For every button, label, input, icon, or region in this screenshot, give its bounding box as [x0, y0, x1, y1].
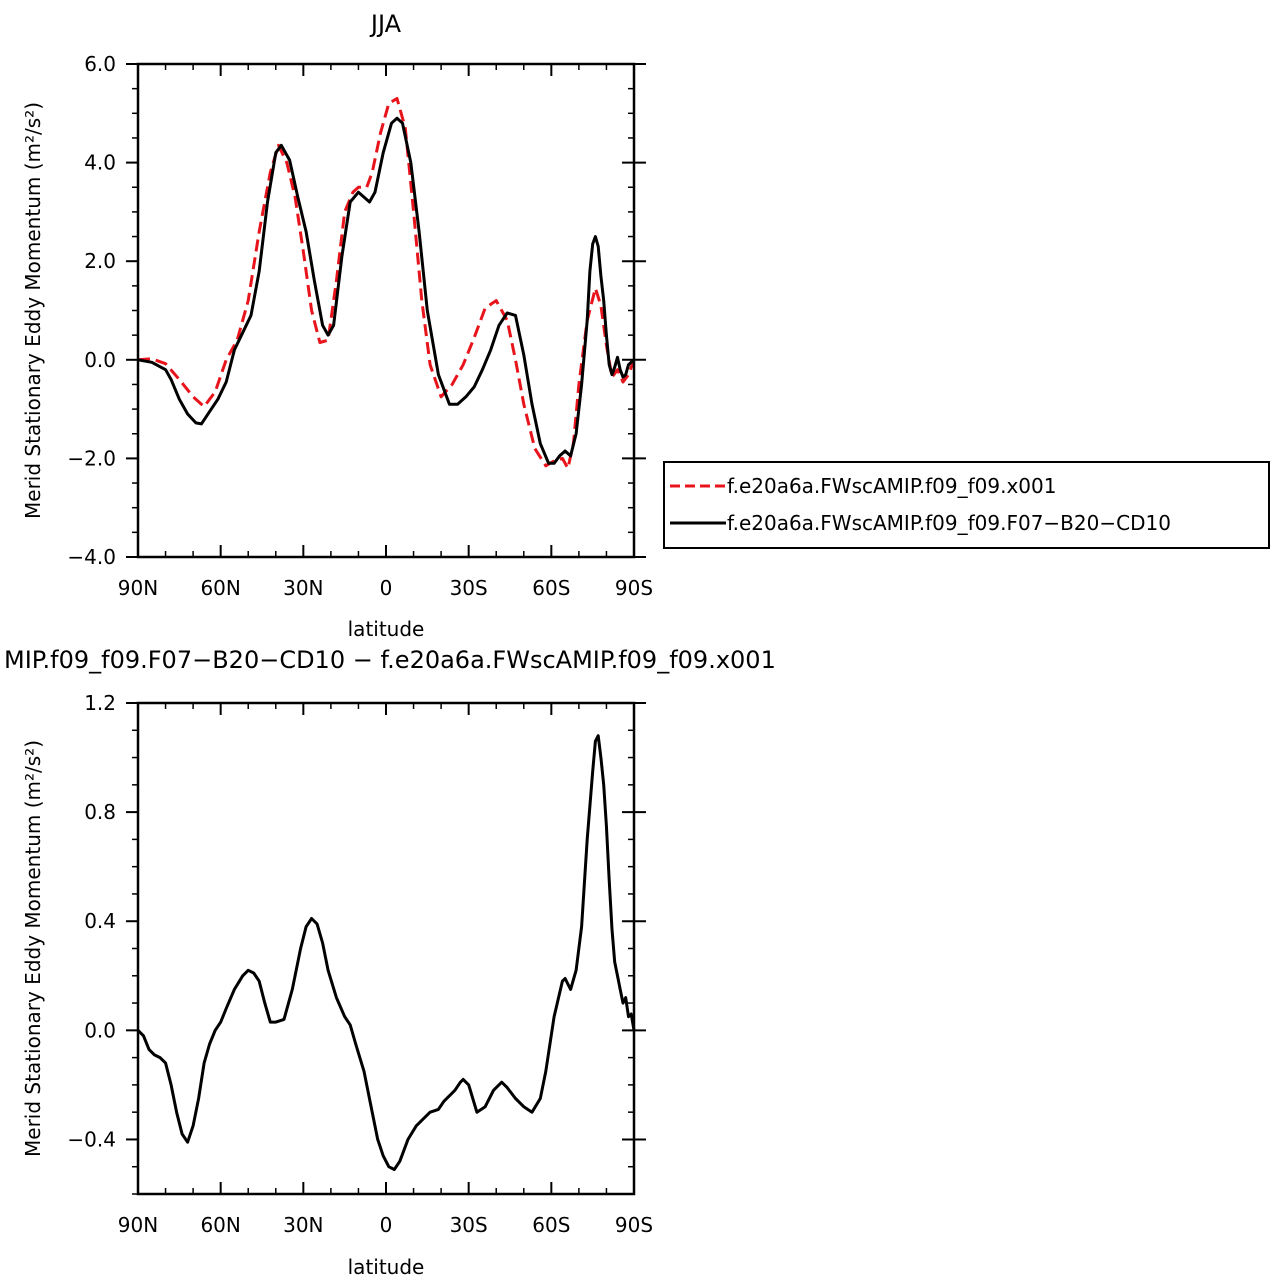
- y-tick-label: −0.4: [67, 1127, 116, 1151]
- x-tick-label: 90N: [118, 576, 158, 600]
- x-tick-label: 30S: [450, 576, 488, 600]
- x-tick-label: 60N: [200, 576, 240, 600]
- legend-label-x001: f.e20a6a.FWscAMIP.f09_f09.x001: [727, 474, 1056, 498]
- y-tick-label: 1.2: [84, 691, 116, 715]
- y-tick-label: 0.0: [84, 348, 116, 372]
- bottom-panel-frame: [136, 701, 636, 1196]
- bottom-panel: MIP.f09_f09.F07−B20−CD10 − f.e20a6a.FWsc…: [4, 646, 776, 1279]
- series-line-0: [136, 734, 636, 1171]
- bottom-panel-series: [136, 734, 636, 1171]
- bottom-panel-x-axis-title: latitude: [348, 1255, 425, 1279]
- y-tick-label: 0.0: [84, 1018, 116, 1042]
- x-tick-label: 0: [380, 1213, 393, 1237]
- x-tick-label: 60S: [532, 576, 570, 600]
- legend: f.e20a6a.FWscAMIP.f09_f09.x001 f.e20a6a.…: [663, 461, 1270, 549]
- x-tick-label: 30N: [283, 1213, 323, 1237]
- x-tick-label: 90S: [615, 1213, 653, 1237]
- top-panel-title: JJA: [369, 10, 402, 38]
- bottom-panel-ticks: 90N 60N 30N 0 30S 60S 90S 1.2 0.8 0.4 0.0 −0.4: [67, 691, 653, 1237]
- legend-label-cd10: f.e20a6a.FWscAMIP.f09_f09.F07−B20−CD10: [727, 511, 1171, 535]
- legend-box: [663, 461, 1270, 549]
- x-tick-label: 90S: [615, 576, 653, 600]
- x-tick-label: 90N: [118, 1213, 158, 1237]
- y-tick-label: 0.8: [84, 800, 116, 824]
- x-tick-label: 30S: [450, 1213, 488, 1237]
- bottom-panel-y-axis-title: Merid Stationary Eddy Momentum (m²/s²): [21, 740, 45, 1157]
- y-tick-label: 2.0: [84, 249, 116, 273]
- x-tick-label: 30N: [283, 576, 323, 600]
- bottom-panel-title: MIP.f09_f09.F07−B20−CD10 − f.e20a6a.FWsc…: [4, 646, 776, 674]
- y-tick-label: 6.0: [84, 52, 116, 76]
- y-tick-label: −4.0: [67, 545, 116, 569]
- y-tick-label: −2.0: [67, 446, 116, 470]
- series-line-1: [137, 116, 635, 465]
- y-tick-label: 0.4: [84, 909, 116, 933]
- x-tick-label: 60N: [200, 1213, 240, 1237]
- top-panel-series: [137, 97, 636, 470]
- series-line-0: [137, 97, 636, 470]
- top-panel: JJA 90N 60N 30N 0 30S 60S 90S 6.0 4.0 2.0 0.0 −2.0 −…: [21, 10, 1270, 641]
- y-tick-label: 4.0: [84, 151, 116, 175]
- top-panel-x-axis-title: latitude: [348, 617, 425, 641]
- x-tick-label: 0: [380, 576, 393, 600]
- top-panel-y-axis-title: Merid Stationary Eddy Momentum (m²/s²): [21, 102, 45, 519]
- top-panel-ticks: 90N 60N 30N 0 30S 60S 90S 6.0 4.0 2.0 0.0 −2.0 −4.0: [67, 52, 653, 600]
- x-tick-label: 60S: [532, 1213, 570, 1237]
- top-panel-frame: [136, 62, 636, 559]
